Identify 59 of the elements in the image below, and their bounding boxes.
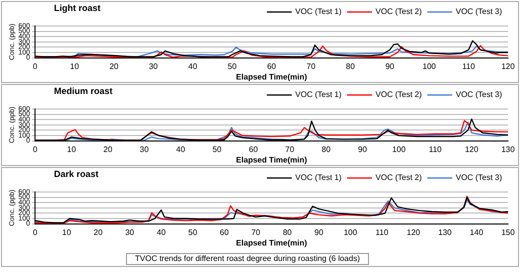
x-tick-label: 120 bbox=[501, 62, 516, 71]
x-tick-label: 140 bbox=[470, 228, 484, 237]
x-tick-label: 10 bbox=[62, 228, 72, 237]
x-tick-label: 40 bbox=[188, 62, 198, 71]
legend-label: VOC (Test 1) bbox=[295, 7, 342, 16]
x-tick-label: 90 bbox=[385, 62, 395, 71]
legend-label: VOC (Test 3) bbox=[456, 90, 502, 100]
x-tick-label: 70 bbox=[251, 228, 261, 237]
x-tick-label: 30 bbox=[125, 228, 135, 237]
x-tick-label: 80 bbox=[322, 144, 332, 154]
x-tick-label: 50 bbox=[228, 62, 238, 71]
x-tick-label: 10 bbox=[67, 144, 76, 154]
x-tick-label: 40 bbox=[156, 228, 166, 237]
x-tick-label: 70 bbox=[285, 144, 295, 154]
x-tick-label: 110 bbox=[376, 228, 389, 237]
x-tick-label: 100 bbox=[392, 144, 406, 154]
chart-title: Dark roast bbox=[54, 169, 99, 179]
x-tick-label: 130 bbox=[501, 144, 516, 154]
x-tick-label: 0 bbox=[32, 228, 38, 237]
x-tick-label: 110 bbox=[428, 144, 442, 154]
x-tick-label: 20 bbox=[94, 228, 104, 237]
chart-title: Light roast bbox=[54, 3, 100, 13]
x-tick-label: 10 bbox=[70, 62, 80, 71]
legend-label: VOC (Test 1) bbox=[295, 90, 342, 100]
x-tick-label: 30 bbox=[140, 144, 150, 154]
x-tick-label: 0 bbox=[32, 62, 38, 71]
x-tick-label: 120 bbox=[464, 144, 479, 154]
legend-label: VOC (Test 2) bbox=[376, 173, 422, 182]
legend-label: VOC (Test 3) bbox=[456, 173, 502, 182]
x-tick-label: 50 bbox=[188, 228, 198, 237]
x-tick-label: 120 bbox=[406, 228, 421, 237]
x-axis-title: Elapsed Time(min) bbox=[236, 155, 308, 164]
x-tick-label: 60 bbox=[220, 228, 230, 237]
x-tick-label: 50 bbox=[212, 144, 222, 154]
x-tick-label: 150 bbox=[501, 228, 516, 237]
x-tick-label: 90 bbox=[358, 144, 368, 154]
legend-label: VOC (Test 2) bbox=[376, 90, 422, 100]
x-axis-title: Elapsed Time(min) bbox=[236, 238, 308, 248]
legend-label: VOC (Test 1) bbox=[295, 173, 342, 182]
x-tick-label: 80 bbox=[346, 62, 356, 71]
x-tick-label: 60 bbox=[267, 62, 277, 71]
x-tick-label: 60 bbox=[248, 144, 258, 154]
x-tick-label: 110 bbox=[462, 62, 476, 71]
legend-label: VOC (Test 2) bbox=[376, 7, 422, 16]
x-tick-label: 70 bbox=[306, 62, 316, 71]
x-tick-label: 20 bbox=[109, 62, 119, 71]
x-tick-label: 100 bbox=[422, 62, 436, 71]
text: TVOC trends for different roast degree during roasting (6 loads) bbox=[126, 253, 369, 265]
chart-title: Medium roast bbox=[54, 86, 113, 96]
x-tick-label: 90 bbox=[314, 228, 324, 237]
x-tick-label: 130 bbox=[438, 228, 452, 237]
legend-label: VOC (Test 3) bbox=[456, 7, 502, 16]
x-tick-label: 20 bbox=[103, 144, 113, 154]
x-axis-title: Elapsed Time(min) bbox=[236, 72, 308, 82]
x-tick-label: 30 bbox=[148, 62, 158, 71]
x-tick-label: 40 bbox=[176, 144, 186, 154]
x-tick-label: 80 bbox=[282, 228, 292, 237]
x-tick-label: 100 bbox=[344, 228, 358, 237]
x-tick-label: 0 bbox=[32, 144, 38, 154]
